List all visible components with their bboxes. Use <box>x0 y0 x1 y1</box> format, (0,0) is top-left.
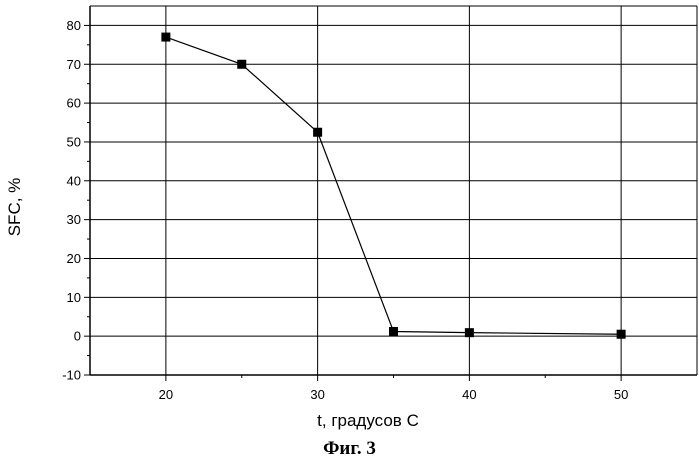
x-tick-label: 20 <box>159 387 173 402</box>
data-point-marker <box>616 329 626 339</box>
y-tick-label: 70 <box>67 57 81 72</box>
y-tick-label: 40 <box>67 173 81 188</box>
y-tick-label: 10 <box>67 290 81 305</box>
x-axis-title: t, градусов C <box>317 411 419 430</box>
data-point-marker <box>464 328 474 338</box>
y-tick-label: 60 <box>67 96 81 111</box>
axes <box>89 5 698 376</box>
markers <box>161 32 626 339</box>
y-tick-label: -10 <box>62 368 81 383</box>
data-point-marker <box>313 127 323 137</box>
y-tick-label: 30 <box>67 212 81 227</box>
series-line-group <box>165 36 622 335</box>
y-tick-label: 0 <box>74 329 81 344</box>
data-point-marker <box>389 326 398 336</box>
x-tick-label: 40 <box>462 387 476 402</box>
x-tick-label: 50 <box>614 387 628 402</box>
y-tick-label: 80 <box>67 18 81 33</box>
y-tick-label: 50 <box>67 134 81 149</box>
gridlines <box>90 6 697 376</box>
series-line <box>165 36 622 335</box>
data-point-marker <box>161 32 171 42</box>
figure-caption: Фиг. 3 <box>323 438 376 459</box>
x-tick-label: 30 <box>310 387 324 402</box>
data-point-marker <box>237 59 247 69</box>
tick-labels: -10 0 10 20 30 40 50 60 70 80 20 30 40 50 <box>62 18 628 402</box>
y-axis-title: SFC, % <box>5 178 24 237</box>
tick-marks <box>84 24 622 381</box>
y-tick-label: 20 <box>67 251 81 266</box>
